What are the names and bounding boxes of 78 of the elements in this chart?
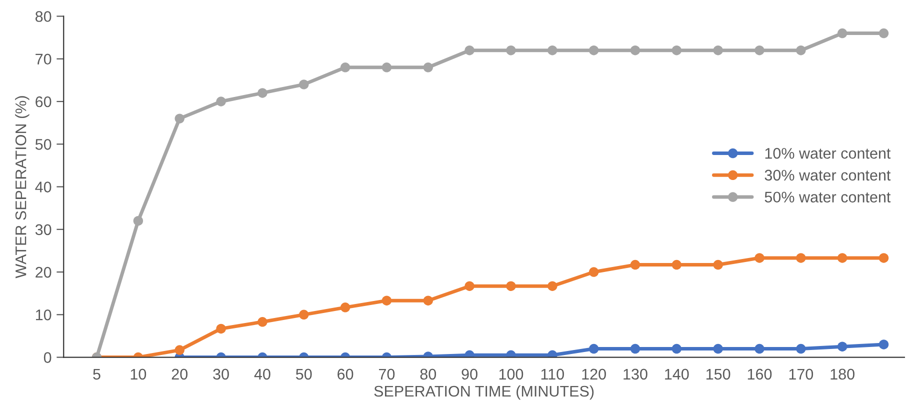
point xyxy=(837,342,848,352)
point xyxy=(837,28,848,38)
point xyxy=(878,28,889,38)
point xyxy=(216,324,226,334)
point xyxy=(382,62,392,72)
point xyxy=(796,253,806,263)
point xyxy=(796,45,806,56)
y-tick-label: 60 xyxy=(36,96,52,108)
point xyxy=(630,344,640,354)
y-tick-label: 0 xyxy=(44,352,52,363)
y-tick-label: 50 xyxy=(35,139,52,150)
point xyxy=(754,344,764,354)
point xyxy=(464,45,474,56)
legend-label: 50% water content xyxy=(764,192,891,203)
point xyxy=(754,253,764,263)
x-tick-label: 120 xyxy=(582,368,606,380)
point xyxy=(299,310,309,320)
x-tick-label: 20 xyxy=(172,368,188,380)
point xyxy=(216,96,226,106)
x-tick-label: 5 xyxy=(93,368,100,380)
point xyxy=(382,296,392,306)
x-axis-title: SEPERATION TIME (MINUTES) xyxy=(374,385,594,400)
point xyxy=(588,45,599,56)
point xyxy=(630,260,640,270)
y-tick-label: 10 xyxy=(36,310,52,320)
point xyxy=(796,344,806,354)
x-tick-label: 110 xyxy=(541,368,564,380)
point xyxy=(174,114,184,124)
point xyxy=(423,62,433,72)
point xyxy=(133,216,144,226)
point xyxy=(506,45,516,56)
point xyxy=(713,260,723,270)
point xyxy=(548,281,558,291)
x-tick-label: 40 xyxy=(254,368,270,380)
point xyxy=(588,267,599,277)
point xyxy=(672,260,682,270)
x-tick-label: 80 xyxy=(420,368,436,380)
point xyxy=(878,253,889,263)
point xyxy=(423,296,433,306)
point xyxy=(506,281,516,291)
x-tick-label: 130 xyxy=(624,368,648,380)
point xyxy=(878,340,889,350)
point xyxy=(713,344,723,354)
point xyxy=(174,345,184,355)
point xyxy=(672,344,682,354)
y-tick-label: 80 xyxy=(35,11,52,22)
x-tick-label: 100 xyxy=(499,368,524,380)
x-tick-label: 50 xyxy=(296,368,312,380)
x-tick-label: 160 xyxy=(748,368,772,380)
point xyxy=(299,80,309,90)
point xyxy=(548,45,558,56)
point xyxy=(630,45,640,56)
point xyxy=(837,253,848,263)
y-tick-label: 70 xyxy=(36,54,52,65)
legend-label: 10% water content xyxy=(765,148,891,159)
point xyxy=(713,45,723,56)
y-tick-label: 30 xyxy=(35,224,52,236)
point xyxy=(754,45,764,56)
x-tick-label: 30 xyxy=(213,368,229,380)
x-tick-label: 180 xyxy=(830,368,854,380)
x-tick-label: 10 xyxy=(130,368,146,380)
x-tick-label: 140 xyxy=(665,368,689,380)
legend-label: 30% water content xyxy=(764,170,891,181)
x-tick-label: 60 xyxy=(338,368,354,380)
point xyxy=(672,45,682,56)
point xyxy=(588,344,599,354)
x-tick-label: 90 xyxy=(462,368,478,380)
y-axis-title: WATER SEPERATION (%) xyxy=(15,96,30,278)
point xyxy=(258,317,268,327)
x-tick-label: 70 xyxy=(378,368,395,380)
x-tick-label: 150 xyxy=(706,368,730,380)
point xyxy=(258,88,268,98)
y-tick-label: 20 xyxy=(36,266,52,278)
point xyxy=(464,281,474,291)
point xyxy=(340,302,350,312)
y-tick-label: 40 xyxy=(35,182,52,192)
point xyxy=(340,62,350,72)
x-tick-label: 170 xyxy=(789,368,814,380)
